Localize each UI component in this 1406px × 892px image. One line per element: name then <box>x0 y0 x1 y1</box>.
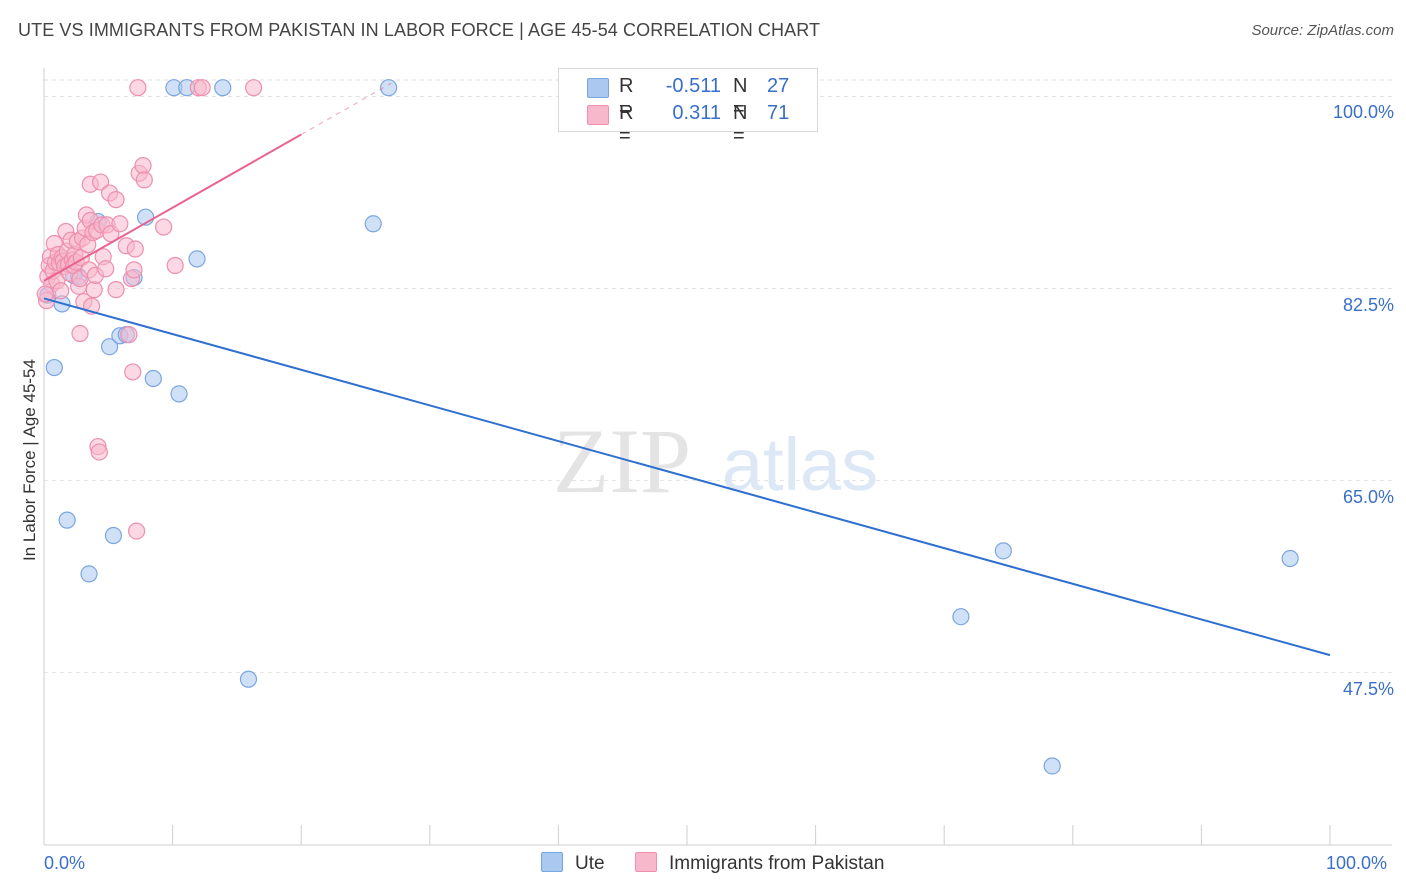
pakistan-legend-label: Immigrants from Pakistan <box>669 853 885 874</box>
pakistan-point <box>126 240 144 258</box>
pakistan-point <box>135 171 153 189</box>
r-value: -0.511 <box>665 75 721 97</box>
pakistan-point <box>52 282 70 300</box>
pakistan-point <box>125 261 143 279</box>
ute-point <box>364 215 382 233</box>
ute-legend-label: Ute <box>575 853 605 874</box>
r-value: 0.311 <box>672 102 721 124</box>
watermark-atlas: atlas <box>722 423 878 506</box>
pakistan-point <box>166 256 184 275</box>
pakistan-point <box>245 79 263 97</box>
n-value: 27 <box>767 75 790 97</box>
watermark-zip: ZIP <box>553 410 691 512</box>
pakistan-point <box>107 281 125 299</box>
pakistan-legend-swatch <box>635 852 657 872</box>
pakistan-point <box>129 79 147 97</box>
ute-point <box>80 565 98 583</box>
x-tick-label-min: 0.0% <box>44 853 86 873</box>
ute-point <box>58 511 76 529</box>
pakistan-point <box>107 191 125 209</box>
ute-legend-swatch <box>541 852 563 872</box>
ute-point <box>1281 549 1299 568</box>
pakistan-point <box>193 79 211 97</box>
pakistan-point <box>120 326 138 344</box>
ute-point <box>1043 757 1061 775</box>
stats-legend: R = -0.511 N = 27 R = 0.311 N = 71 <box>558 68 818 147</box>
pakistan-swatch <box>587 105 609 125</box>
pakistan-point <box>90 443 108 461</box>
ute-trend-line <box>43 297 1331 657</box>
pakistan-point <box>111 215 129 233</box>
series-pakistan <box>36 79 263 540</box>
n-label: N = <box>733 75 748 120</box>
ute-point <box>380 79 398 97</box>
pakistan-trend-extension <box>300 82 392 136</box>
pakistan-point <box>36 285 54 303</box>
y-tick-label: 82.5% <box>1342 294 1394 315</box>
pakistan-point <box>85 281 103 299</box>
y-tick-label: 100.0% <box>1332 102 1394 123</box>
pakistan-point <box>127 522 146 540</box>
ute-point <box>188 250 206 268</box>
pakistan-point <box>97 260 115 278</box>
y-tick-label: 47.5% <box>1342 678 1394 699</box>
ute-swatch <box>587 78 609 98</box>
grid-lines <box>44 79 1392 674</box>
ute-point <box>170 385 188 403</box>
r-label: R = <box>619 75 634 120</box>
bottom-legend-ute[interactable]: Ute <box>541 852 605 875</box>
pakistan-point <box>154 218 173 236</box>
pakistan-point <box>134 157 152 175</box>
pakistan-trend-line <box>43 133 302 282</box>
n-label: N = <box>733 102 748 147</box>
ute-point <box>239 670 258 688</box>
pakistan-point <box>71 324 89 343</box>
y-tick-label: 65.0% <box>1342 486 1394 507</box>
ute-point <box>45 358 63 377</box>
r-label: R = <box>619 102 634 147</box>
trend-lines <box>43 82 1331 657</box>
bottom-legend-pakistan[interactable]: Immigrants from Pakistan <box>635 852 884 875</box>
x-tick-label-max: 100.0% <box>1326 853 1388 873</box>
ute-point <box>100 338 119 356</box>
ute-point <box>952 608 970 626</box>
ute-point <box>104 526 123 545</box>
watermark: ZIP atlas <box>553 410 878 512</box>
ute-point <box>994 542 1012 560</box>
n-value: 71 <box>767 102 790 124</box>
chart-title: UTE VS IMMIGRANTS FROM PAKISTAN IN LABOR… <box>18 20 821 40</box>
source-label: Source: ZipAtlas.com <box>1251 22 1394 39</box>
axes <box>43 68 1392 846</box>
ute-point <box>214 79 232 97</box>
pakistan-point <box>124 363 142 381</box>
ute-point <box>144 369 162 388</box>
